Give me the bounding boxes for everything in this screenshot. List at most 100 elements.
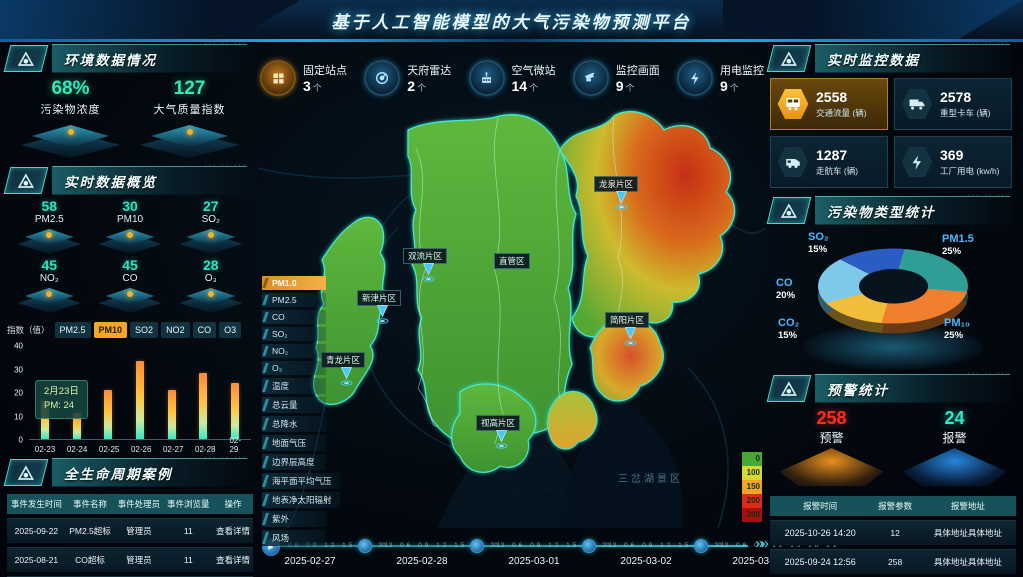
table-cell: 11 [163, 547, 213, 572]
layer-item[interactable]: 边界层高度 [262, 454, 326, 470]
station-label: 空气微站 [511, 65, 556, 77]
layer-item[interactable]: 地表净太阳辐射 [262, 492, 340, 508]
layer-item[interactable]: 地面气压 [262, 435, 326, 451]
scale-step: 150 [742, 480, 762, 494]
realtime-stat-label: O₃ [204, 273, 217, 284]
station-counters-row: 固定站点 3 个天府雷达 2 个空气微站 14 个监控画面 9 个用电监控 9 个 [258, 44, 766, 112]
scenic-area-label: 三岔湖景区 [618, 474, 683, 485]
timeline-node[interactable] [582, 539, 596, 553]
right-column: 实时监控数据 ··· ·· ··· 2558 交通流量 (辆) 2578 重型卡车 (… [766, 40, 1016, 577]
cases-col-header: 事件处理员 [114, 494, 164, 514]
y-tick: 30 [14, 365, 23, 374]
cases-col-header: 事件浏览量 [163, 494, 213, 514]
chart-axis-label: 指数（值） [7, 325, 50, 335]
layer-item[interactable]: CO [262, 310, 326, 324]
map-pin-icon[interactable] [339, 366, 354, 393]
cases-col-header: 事件名称 [65, 494, 115, 514]
monitor-cards: 2558 交通流量 (辆) 2578 重型卡车 (辆) 1287 走航车 (辆) 369 工厂… [770, 76, 1016, 196]
station-label: 用电监控 [720, 65, 764, 77]
view-detail-link[interactable]: 查看详情 [213, 518, 253, 543]
map-pin-icon[interactable] [614, 190, 629, 217]
timeline-date[interactable]: 2025-02-27 [284, 556, 336, 567]
bar [231, 382, 240, 439]
x-tick: 02-23 [34, 445, 56, 454]
realtime-stats-grid: 58 PM2.5 30 PM10 27 SO₂ 45 NO₂ 45 CO 28 O₃ [7, 198, 253, 316]
tab-CO[interactable]: CO [192, 322, 217, 338]
table-row: 2025-09-22 PM2.5超标 管理员 11 查看详情 [7, 518, 253, 543]
bar [104, 389, 113, 439]
timeline-track[interactable] [280, 545, 748, 547]
realtime-stat: 28 O₃ [174, 257, 247, 314]
monitor-section-title: 实时监控数据 [815, 43, 1016, 73]
district-label: 龙泉片区 [594, 176, 639, 192]
pedestal-graphic [97, 225, 163, 255]
x-tick: 02-29 [229, 436, 242, 454]
timeline-node[interactable] [694, 539, 708, 553]
table-cell: 管理员 [114, 518, 164, 543]
cases-section-title: 全生命周期案例 [52, 457, 253, 487]
map-pin-icon[interactable] [494, 429, 509, 456]
camera-icon [572, 60, 609, 96]
alarm-col-header: 报警时间 [770, 496, 871, 516]
chart-tooltip: 2月23日 PM: 24 [35, 380, 88, 419]
scale-step: 300 [742, 508, 762, 522]
layer-item[interactable]: SO₂ [262, 327, 326, 341]
scale-step: 200 [742, 494, 762, 508]
env-stat-value: 68% [51, 78, 90, 99]
timeline-hours: 03 06 09 12 15 18 21 [606, 542, 728, 549]
tab-NO2[interactable]: NO2 [161, 322, 190, 338]
table-cell: PM2.5超标 [65, 518, 115, 543]
aqi-color-scale: 0 100 150 200 300 [742, 452, 762, 522]
warning-section-title: 预警统计 [815, 373, 1016, 403]
station-count: 14 个 [511, 78, 539, 94]
layer-item[interactable]: 紫外 [262, 511, 326, 527]
layer-item[interactable]: 总降水 [262, 416, 326, 432]
env-section-header: 环境数据情况 ··· ·· ··· [3, 40, 253, 73]
env-stat: 127 大气质量指数 [138, 78, 242, 160]
tab-SO2[interactable]: SO2 [130, 322, 159, 338]
layer-item[interactable]: O₃ [262, 361, 326, 375]
table-row: 2025-10-26 14:20 12 具体地址具体地址 [770, 520, 1016, 545]
timeline-date[interactable]: 2025-02-28 [396, 556, 448, 567]
layer-item[interactable]: PM2.5 [262, 293, 326, 307]
layer-item[interactable]: 总云量 [262, 397, 326, 413]
bar [136, 361, 144, 439]
tab-PM2.5[interactable]: PM2.5 [54, 322, 91, 338]
monitor-value: 2558 [816, 89, 848, 105]
tab-O3[interactable]: O3 [219, 322, 242, 338]
timeline-date[interactable]: 2025-03-01 [508, 556, 560, 567]
monitor-card: 1287 走航车 (辆) [770, 136, 888, 188]
pollutant-section-title: 污染物类型统计 [815, 195, 1016, 225]
section-emblem-icon [766, 374, 812, 402]
layer-item[interactable]: 海平面平均气压 [262, 473, 340, 489]
view-detail-link[interactable]: 查看详情 [213, 547, 253, 572]
layer-item[interactable]: NO₂ [262, 344, 326, 358]
timeline-date[interactable]: 2025-03-03 [732, 556, 784, 567]
pie-label-PM1.5: PM1.5 25% [942, 233, 974, 258]
monitor-value: 2578 [940, 89, 972, 105]
tab-PM10[interactable]: PM10 [93, 322, 128, 338]
bar [72, 413, 81, 439]
district-label: 直管区 [494, 253, 530, 269]
layer-item[interactable]: 风场 [262, 530, 326, 546]
layer-item[interactable]: 温度 [262, 378, 326, 394]
van-icon [777, 146, 809, 178]
timeline-node[interactable] [358, 539, 372, 553]
station-counter: 天府雷达 2 个 [364, 48, 451, 108]
monitor-label: 工厂用电 (kw/h) [940, 166, 1000, 176]
station-label: 监控画面 [615, 65, 660, 77]
timeline-next-icon[interactable]: »» [755, 535, 769, 552]
map-pin-icon[interactable] [623, 326, 638, 353]
y-tick: 0 [18, 435, 23, 445]
map-pin-icon[interactable] [375, 304, 390, 331]
timeline-date[interactable]: 2025-03-02 [620, 556, 672, 567]
cases-col-header: 事件发生时间 [7, 494, 66, 514]
map-pin-icon[interactable] [421, 262, 436, 289]
monitor-card: 2578 重型卡车 (辆) [894, 78, 1012, 130]
alarm-count: 24 报警 [900, 408, 1010, 486]
timeline-node[interactable] [470, 539, 484, 553]
layer-item[interactable]: PM1.0 [262, 276, 326, 290]
